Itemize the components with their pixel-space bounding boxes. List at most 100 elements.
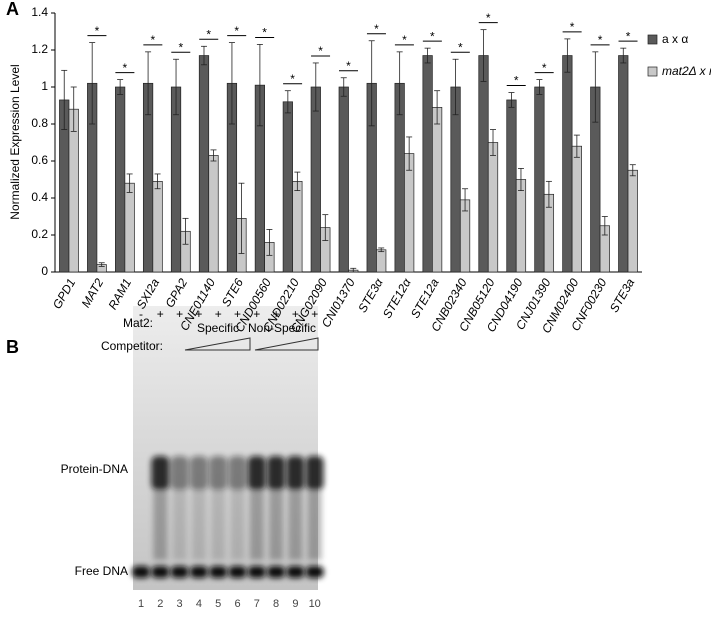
x-tick-label: RAM1 (105, 276, 134, 312)
error-bar (294, 171, 301, 192)
protein-dna-band (151, 456, 170, 490)
mat2-sign: + (215, 307, 222, 321)
smear (307, 490, 322, 560)
bar (310, 86, 321, 273)
x-tick-label: MAT2 (79, 276, 107, 310)
lane-number: 7 (254, 598, 260, 610)
x-tick-label: STE6 (219, 276, 246, 309)
error-bar (396, 51, 403, 116)
free-dna-band (151, 566, 170, 578)
error-bar (434, 90, 441, 125)
bar (478, 55, 489, 273)
bar (115, 86, 126, 273)
significance-star: * (123, 61, 128, 75)
significance-star: * (430, 29, 435, 43)
error-bar (70, 86, 77, 132)
significance-star: * (95, 24, 100, 38)
bar (515, 179, 527, 273)
y-tick-label: 0 (41, 264, 48, 278)
lane-number: 1 (138, 598, 144, 610)
error-bar (601, 216, 608, 236)
bar (152, 181, 163, 273)
band-label: Protein-DNA (61, 462, 128, 476)
protein-dna-band (228, 456, 247, 490)
significance-star: * (402, 33, 407, 47)
bar (432, 106, 443, 273)
significance-star: * (570, 20, 575, 34)
smear (288, 490, 303, 560)
bar (506, 99, 517, 273)
free-dna-band (247, 566, 266, 578)
panel-label: A (6, 0, 19, 19)
free-dna-band (267, 566, 286, 578)
significance-star: * (542, 61, 547, 75)
x-tick-label: STE3a (607, 276, 638, 315)
error-bar (629, 164, 636, 177)
error-bar (424, 47, 431, 64)
lane-number: 4 (196, 598, 202, 610)
significance-star: * (374, 22, 379, 36)
y-tick-label: 1 (41, 79, 48, 93)
specific-label: Specific (197, 321, 239, 335)
free-dna-band (209, 566, 228, 578)
free-dna-band (228, 566, 247, 578)
significance-star: * (234, 24, 239, 38)
significance-star: * (290, 72, 295, 86)
bar (404, 153, 415, 273)
significance-star: * (514, 74, 519, 88)
error-bar (98, 262, 105, 267)
protein-dna-band (247, 456, 266, 490)
error-bar (350, 267, 357, 273)
significance-star: * (150, 33, 155, 47)
bar (198, 55, 210, 273)
bar (338, 86, 349, 273)
error-bar (368, 40, 375, 127)
error-bar (536, 79, 543, 95)
lane-number: 10 (309, 598, 321, 610)
error-bar (620, 47, 627, 64)
protein-dna-band (189, 456, 208, 490)
lane-number: 8 (273, 598, 279, 610)
mat2-sign: + (311, 307, 318, 321)
lane-number: 2 (157, 598, 163, 610)
free-dna-band (132, 566, 150, 578)
bar (292, 181, 303, 273)
significance-star: * (346, 59, 351, 73)
smear (249, 490, 264, 560)
non-specific-label: Non-Specific (248, 321, 316, 335)
error-bar (592, 51, 599, 123)
error-bar (145, 51, 152, 116)
significance-star: * (458, 40, 463, 54)
x-tick-label: GPD1 (50, 276, 78, 311)
significance-star: * (206, 27, 211, 41)
legend-swatch (647, 34, 658, 45)
significance-star: * (598, 33, 603, 47)
smear (191, 490, 206, 560)
x-tick-label: GPA2 (162, 276, 190, 310)
error-bar (564, 38, 571, 73)
mat2-sign: + (234, 307, 241, 321)
error-bar (573, 134, 580, 158)
mat2-sign: + (292, 307, 299, 321)
panel-label: B (6, 337, 19, 357)
gradient-triangle (254, 337, 319, 351)
smear (172, 490, 187, 560)
bar (68, 108, 79, 273)
competitor-label: Competitor: (101, 339, 163, 353)
error-bar (378, 247, 385, 253)
bar (534, 86, 545, 273)
free-dna-band (189, 566, 208, 578)
mat2-sign: - (139, 307, 143, 321)
bar (562, 55, 573, 273)
significance-star: * (318, 44, 323, 58)
bar (627, 169, 638, 273)
error-bar (462, 188, 469, 212)
error-bar (284, 90, 291, 114)
smear (269, 490, 284, 560)
legend-swatch (647, 66, 658, 77)
error-bar (322, 214, 329, 241)
error-bar (508, 92, 515, 108)
significance-star: * (262, 26, 267, 40)
smear (230, 490, 245, 560)
